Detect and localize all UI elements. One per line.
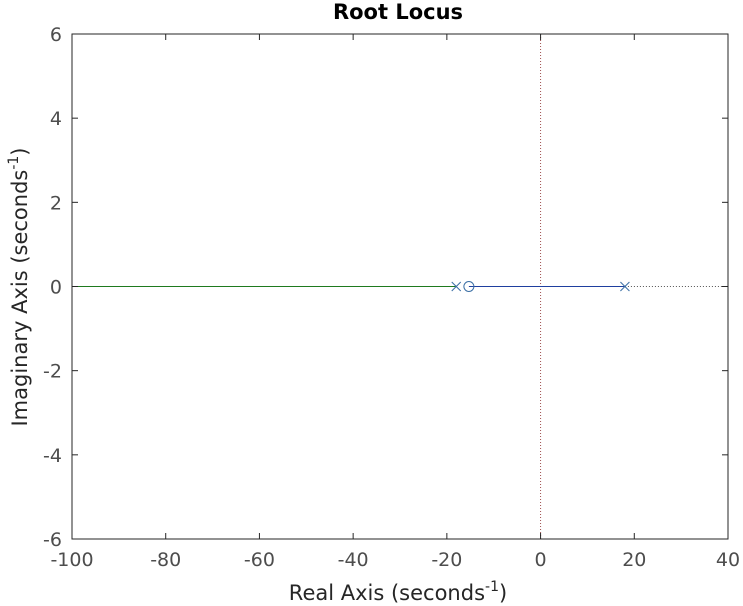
x-tick-label: 20 — [622, 549, 646, 571]
x-tick-label: -20 — [431, 549, 462, 571]
x-axis-title-superscript: -1 — [485, 579, 499, 595]
y-tick-label: 6 — [50, 24, 62, 46]
x-tick-label: 40 — [716, 549, 740, 571]
y-tick-label: 2 — [50, 192, 62, 214]
x-tick-label: -80 — [150, 549, 181, 571]
y-tick-label: -6 — [43, 529, 62, 551]
y-axis-title-superscript: -1 — [6, 156, 22, 170]
x-axis-title-main: Real Axis (seconds — [289, 581, 485, 605]
y-tick-label: -4 — [43, 445, 62, 467]
x-tick-label: -60 — [244, 549, 275, 571]
x-axis-ticks: -100 -80 -60 -40 -20 0 20 40 — [50, 34, 740, 571]
x-axis-title-close: ) — [499, 581, 507, 605]
y-axis-title-close: ) — [8, 147, 32, 155]
y-axis-title: Imaginary Axis (seconds-1) — [6, 147, 32, 426]
y-axis-title-main: Imaginary Axis (seconds — [8, 170, 32, 427]
zero-marker-0 — [463, 281, 475, 292]
pole-marker-1 — [620, 281, 630, 292]
y-axis-ticks: -6 -4 -2 0 2 4 6 — [43, 24, 728, 551]
x-tick-label: -100 — [50, 549, 93, 571]
pole-marker-0 — [451, 281, 462, 292]
y-tick-label: 4 — [50, 108, 62, 130]
plot-lines — [72, 34, 728, 539]
x-tick-label: -40 — [338, 549, 369, 571]
y-tick-label: -2 — [43, 361, 62, 383]
chart-title: Root Locus — [333, 0, 463, 24]
x-axis-title: Real Axis (seconds-1) — [289, 579, 507, 605]
x-tick-label: 0 — [535, 549, 547, 571]
plot-markers — [451, 281, 630, 292]
y-tick-label: 0 — [50, 277, 62, 299]
